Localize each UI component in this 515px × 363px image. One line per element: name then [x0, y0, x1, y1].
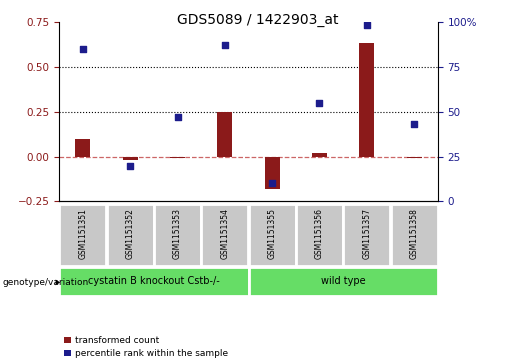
Text: GSM1151357: GSM1151357	[362, 208, 371, 259]
Point	[268, 181, 276, 187]
Bar	[154, 204, 201, 266]
Bar	[201, 204, 248, 266]
Point	[221, 42, 229, 48]
Text: GSM1151352: GSM1151352	[126, 208, 135, 259]
Point	[79, 46, 87, 52]
Polygon shape	[56, 280, 60, 285]
Bar	[123, 156, 138, 160]
Text: GSM1151353: GSM1151353	[173, 208, 182, 259]
Bar	[296, 204, 343, 266]
Text: GSM1151354: GSM1151354	[220, 208, 229, 259]
Text: GSM1151355: GSM1151355	[268, 208, 277, 259]
Text: GDS5089 / 1422903_at: GDS5089 / 1422903_at	[177, 13, 338, 27]
Bar	[406, 156, 422, 158]
Bar	[359, 43, 374, 156]
Bar	[344, 204, 390, 266]
Bar	[217, 112, 232, 156]
Text: wild type: wild type	[321, 276, 366, 286]
Text: GSM1151358: GSM1151358	[409, 208, 419, 259]
Bar	[312, 153, 327, 156]
Point	[174, 114, 182, 120]
Point	[410, 121, 418, 127]
Bar	[265, 156, 280, 189]
Legend: transformed count, percentile rank within the sample: transformed count, percentile rank withi…	[64, 336, 229, 359]
Text: genotype/variation: genotype/variation	[3, 278, 89, 287]
Bar	[59, 267, 249, 296]
Bar	[249, 267, 438, 296]
Text: GSM1151351: GSM1151351	[78, 208, 88, 259]
Bar	[391, 204, 438, 266]
Point	[315, 100, 323, 106]
Bar	[59, 204, 106, 266]
Bar	[75, 139, 91, 156]
Text: cystatin B knockout Cstb-/-: cystatin B knockout Cstb-/-	[88, 276, 220, 286]
Point	[363, 23, 371, 28]
Bar	[249, 204, 296, 266]
Bar	[170, 156, 185, 158]
Bar	[107, 204, 153, 266]
Point	[126, 163, 134, 168]
Text: GSM1151356: GSM1151356	[315, 208, 324, 259]
